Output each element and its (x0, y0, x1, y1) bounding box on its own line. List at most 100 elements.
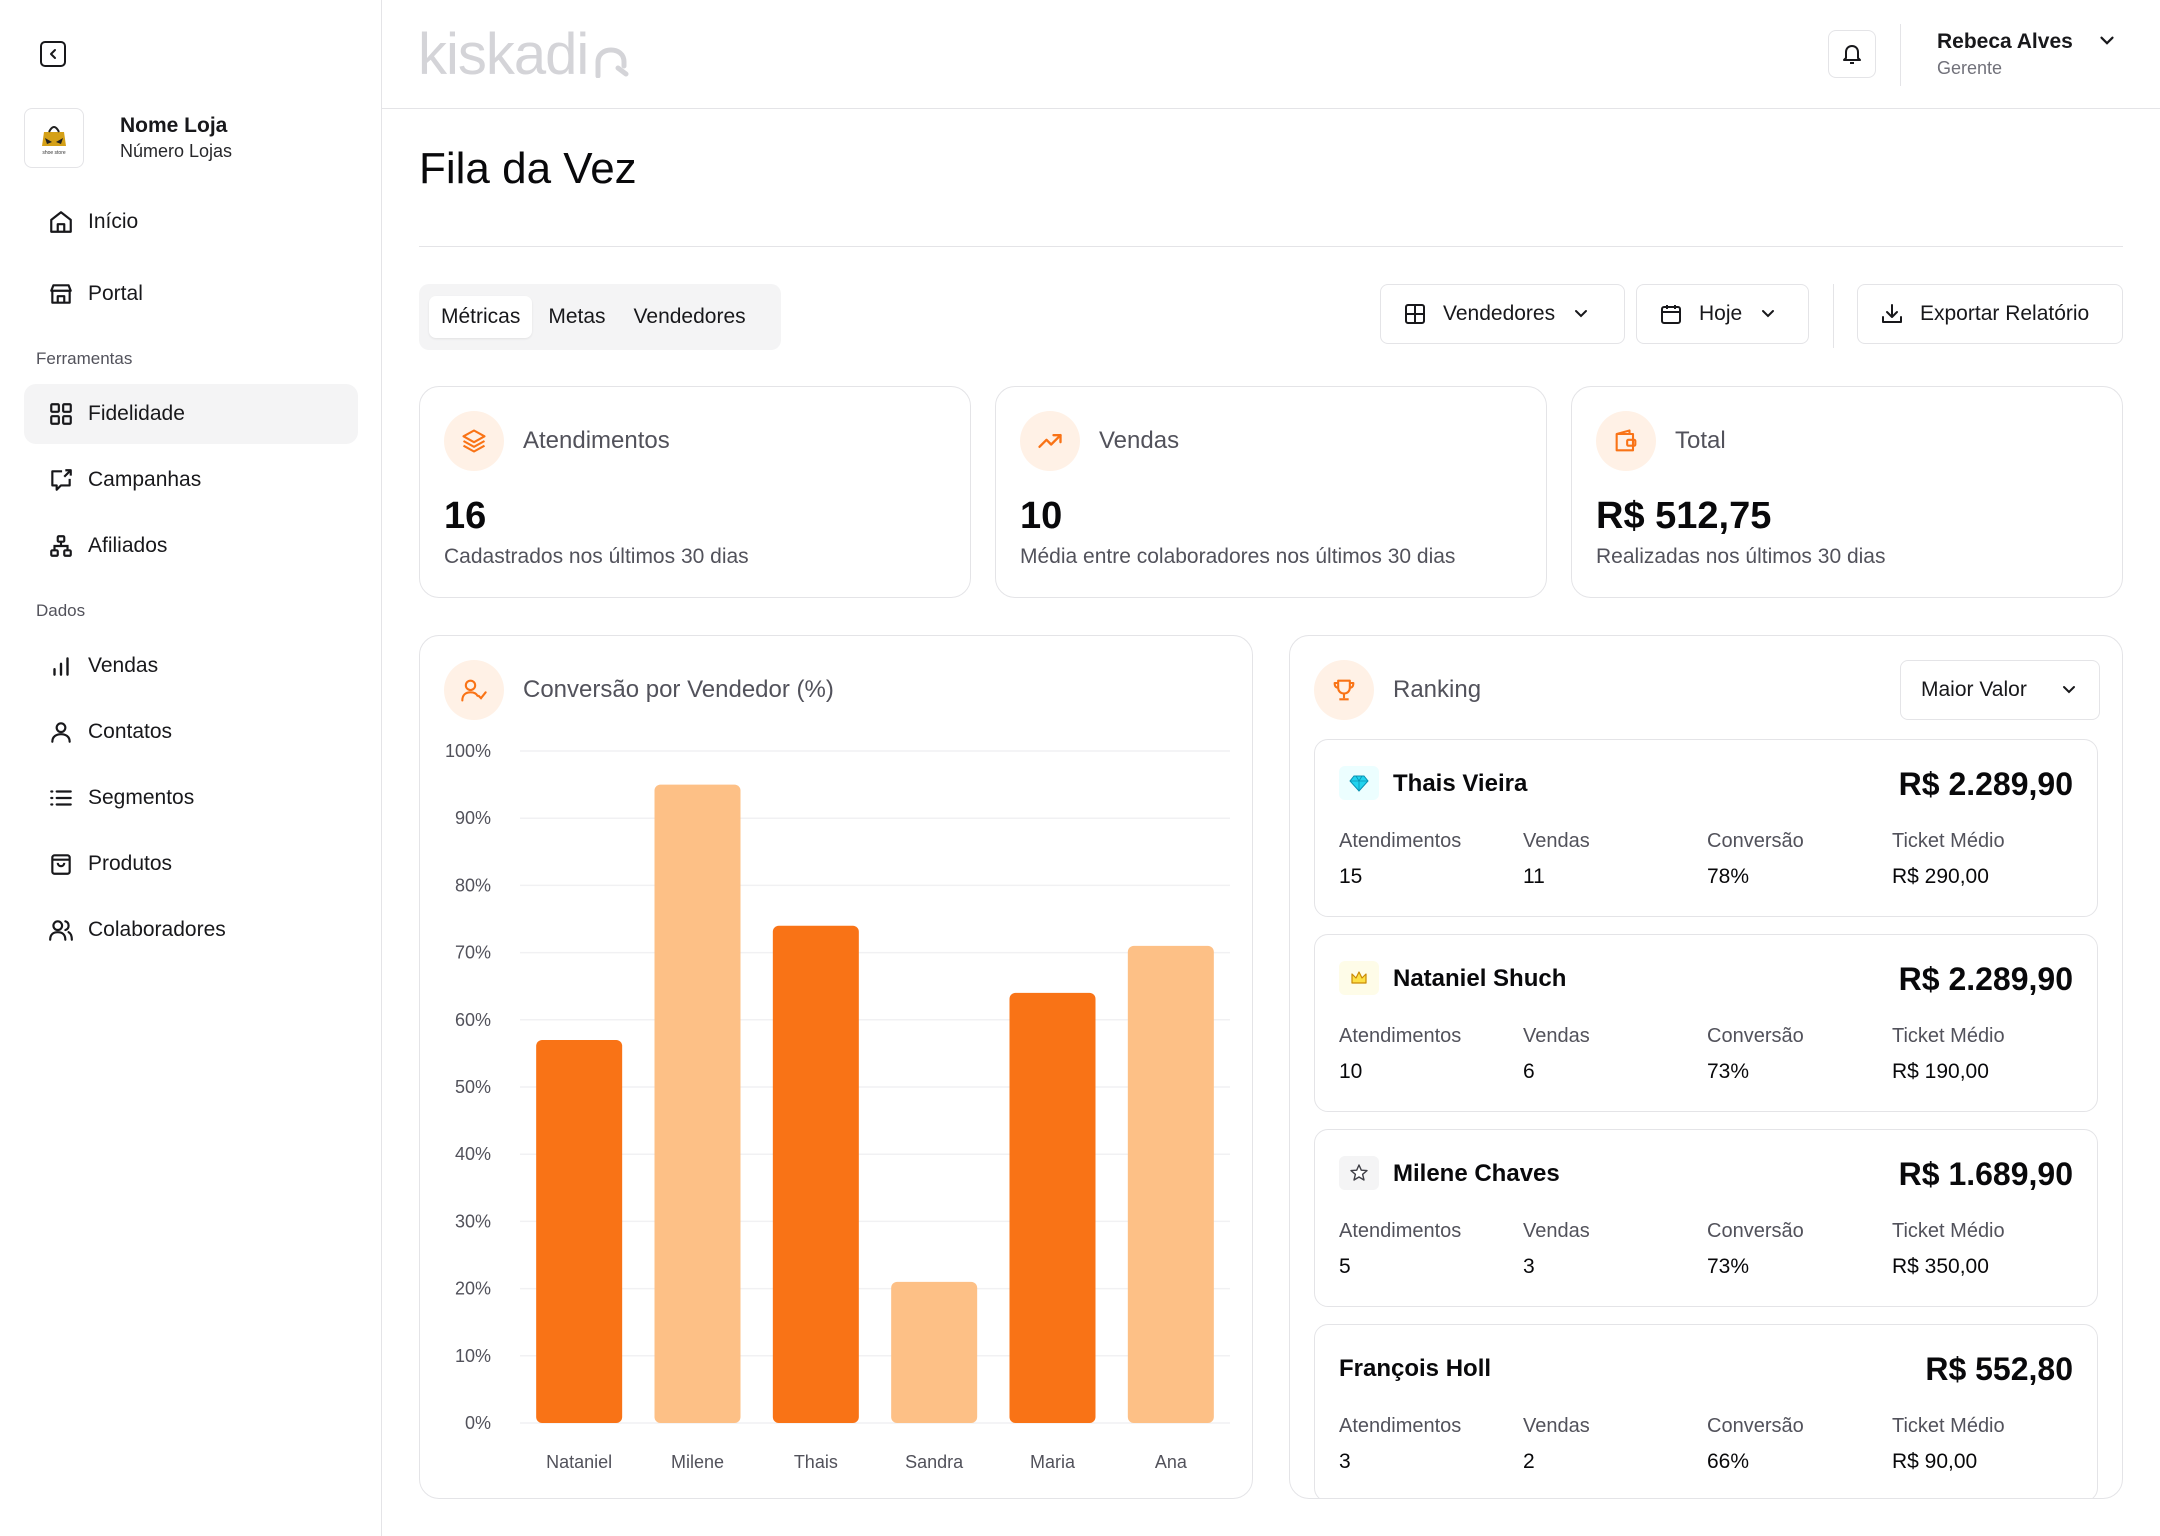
notifications-button[interactable] (1828, 30, 1876, 78)
metric-value: R$ 290,00 (1892, 865, 1989, 888)
kpi-value: R$ 512,75 (1596, 495, 1772, 537)
sidebar-item-label: Portal (88, 282, 143, 305)
sidebar-item-portal[interactable]: Portal (24, 264, 358, 324)
y-tick-label: 90% (455, 808, 491, 828)
sidebar-item-inicio[interactable]: Início (24, 192, 358, 252)
y-tick-label: 50% (455, 1077, 491, 1097)
user-role: Gerente (1937, 58, 2003, 78)
diamond-icon (1339, 766, 1379, 800)
bar-milene[interactable] (654, 784, 741, 1423)
metric-label: Ticket Médio (1892, 1220, 2005, 1242)
export-report-button[interactable]: Exportar Relatório (1857, 284, 2123, 344)
chevron-down-icon (2063, 686, 2075, 694)
brand-logo: kiskadi (418, 22, 634, 88)
x-tick-label: Milene (671, 1452, 724, 1472)
sidebar-item-fidelidade[interactable]: Fidelidade (24, 384, 358, 444)
kpi-label: Vendas (1099, 427, 1180, 454)
kpi-subtitle: Média entre colaboradores nos últimos 30… (1020, 545, 1456, 568)
bar-nataniel[interactable] (536, 1039, 623, 1423)
ranking-card: Ranking Maior Valor Thais Vieira R$ 2.28… (1289, 635, 2123, 1499)
metric-label: Conversão (1707, 1415, 1804, 1437)
store-switcher[interactable]: shoe store Nome Loja Número Lojas (24, 108, 232, 168)
y-tick-label: 30% (455, 1211, 491, 1231)
x-tick-label: Maria (1030, 1452, 1076, 1472)
ranking-item[interactable]: François Holl R$ 552,80 Atendimentos 3 Ve… (1314, 1324, 2098, 1498)
ranking-item[interactable]: Milene Chaves R$ 1.689,90 Atendimentos 5 … (1314, 1129, 2098, 1307)
metric-label: Ticket Médio (1892, 1025, 2005, 1047)
page-title: Fila da Vez (419, 144, 637, 193)
sidebar-item-contatos[interactable]: Contatos (24, 702, 358, 762)
wallet-icon (1596, 411, 1656, 471)
chevron-down-icon (1575, 310, 1588, 318)
user-check-icon (444, 660, 504, 720)
bar-maria[interactable] (1009, 992, 1096, 1423)
table-icon (1405, 304, 1425, 324)
ranking-item[interactable]: Thais Vieira R$ 2.289,90 Atendimentos 15 … (1314, 739, 2098, 917)
metric-value: R$ 90,00 (1892, 1450, 1978, 1473)
bar-chart-icon (53, 657, 69, 676)
user-menu[interactable]: Rebeca Alves Gerente (1937, 28, 2073, 80)
y-tick-label: 100% (445, 741, 491, 761)
divider (419, 246, 2123, 247)
trophy-icon (1314, 660, 1374, 720)
sidebar-item-afiliados[interactable]: Afiliados (24, 516, 358, 576)
kpi-subtitle: Cadastrados nos últimos 30 dias (444, 545, 749, 568)
kpi-card-total: Total R$ 512,75 Realizadas nos últimos 3… (1571, 386, 2123, 598)
bar-sandra[interactable] (891, 1281, 978, 1423)
metric-label: Ticket Médio (1892, 1415, 2005, 1437)
sidebar-item-label: Contatos (88, 720, 173, 743)
sidebar: shoe store Nome Loja Número Lojas Início… (0, 0, 382, 1536)
seller-total: R$ 552,80 (1925, 1351, 2073, 1387)
seller-total: R$ 2.289,90 (1898, 766, 2073, 802)
sidebar-item-label: Afiliados (88, 534, 168, 557)
layers-icon (444, 411, 504, 471)
sidebar-item-campanhas[interactable]: Campanhas (24, 450, 358, 510)
sidebar-item-segmentos[interactable]: Segmentos (24, 768, 358, 828)
tab-metricas[interactable]: Métricas (429, 296, 533, 338)
x-tick-label: Nataniel (546, 1452, 612, 1472)
store-icon (50, 284, 72, 304)
seller-name: Nataniel Shuch (1393, 965, 1567, 992)
metric-value: 11 (1523, 865, 1545, 888)
bar-ana[interactable] (1127, 945, 1214, 1423)
sidebar-item-label: Campanhas (88, 468, 202, 491)
seller-total: R$ 1.689,90 (1898, 1156, 2073, 1192)
metric-label: Atendimentos (1339, 1415, 1462, 1437)
collapse-sidebar-icon[interactable] (40, 41, 66, 67)
metric-value: 73% (1707, 1060, 1750, 1083)
ranking-sort-select[interactable]: Maior Valor (1900, 660, 2100, 720)
metric-value: 10 (1339, 1060, 1363, 1083)
y-tick-label: 80% (455, 875, 491, 895)
y-tick-label: 10% (455, 1346, 491, 1366)
y-tick-label: 60% (455, 1010, 491, 1030)
chevron-down-icon[interactable] (2096, 30, 2118, 52)
kpi-subtitle: Realizadas nos últimos 30 dias (1596, 545, 1886, 568)
metric-label: Atendimentos (1339, 1025, 1462, 1047)
metric-value: 2 (1523, 1450, 1535, 1473)
metric-label: Conversão (1707, 830, 1804, 852)
sidebar-item-label: Segmentos (88, 786, 195, 809)
metric-value: 3 (1339, 1450, 1351, 1473)
sidebar-item-vendas[interactable]: Vendas (24, 636, 358, 696)
store-logo: shoe store (24, 108, 84, 168)
seller-name: Thais Vieira (1393, 770, 1528, 797)
metric-value: 6 (1523, 1060, 1535, 1083)
sidebar-item-produtos[interactable]: Produtos (24, 834, 358, 894)
period-filter-select[interactable]: Hoje (1636, 284, 1809, 344)
header-divider (1900, 24, 1901, 86)
sidebar-item-label: Início (88, 210, 139, 233)
metric-label: Conversão (1707, 1220, 1804, 1242)
metric-value: 66% (1707, 1450, 1750, 1473)
top-header: kiskadi Rebeca Alves Gerente (382, 0, 2160, 109)
group-filter-select[interactable]: Vendedores (1380, 284, 1625, 344)
metric-label: Vendas (1523, 1025, 1590, 1047)
seller-name: François Holl (1339, 1355, 1492, 1382)
metric-label: Vendas (1523, 830, 1590, 852)
calendar-icon (1661, 305, 1681, 324)
tab-metas[interactable]: Metas (548, 305, 606, 328)
ranking-item[interactable]: Nataniel Shuch R$ 2.289,90 Atendimentos 1… (1314, 934, 2098, 1112)
sidebar-item-colaboradores[interactable]: Colaboradores (24, 900, 358, 960)
bar-thais[interactable] (772, 925, 859, 1423)
tab-vendedores[interactable]: Vendedores (633, 305, 746, 328)
metric-label: Vendas (1523, 1415, 1590, 1437)
